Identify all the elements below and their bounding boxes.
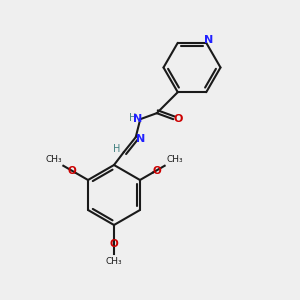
Text: H: H bbox=[129, 113, 136, 123]
Text: N: N bbox=[204, 35, 213, 45]
Text: N: N bbox=[133, 114, 142, 124]
Text: CH₃: CH₃ bbox=[166, 155, 183, 164]
Text: N: N bbox=[136, 134, 145, 144]
Text: O: O bbox=[152, 166, 161, 176]
Text: O: O bbox=[67, 166, 76, 176]
Text: O: O bbox=[110, 239, 118, 249]
Text: O: O bbox=[173, 114, 182, 124]
Text: H: H bbox=[112, 144, 120, 154]
Text: CH₃: CH₃ bbox=[106, 257, 122, 266]
Text: CH₃: CH₃ bbox=[45, 155, 62, 164]
